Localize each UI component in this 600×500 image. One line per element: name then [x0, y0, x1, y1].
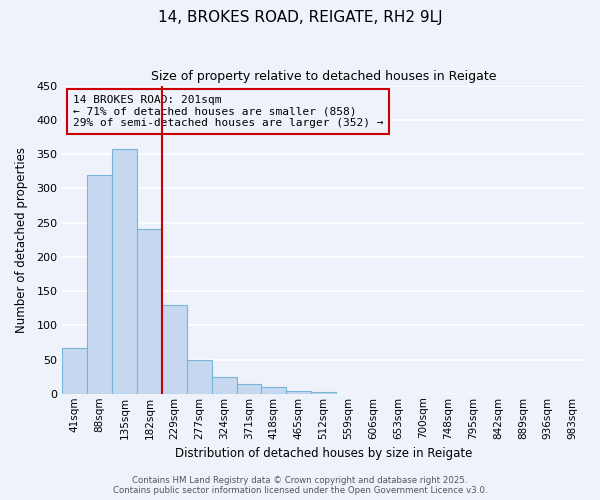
Bar — [87, 174, 112, 394]
Bar — [162, 304, 187, 394]
X-axis label: Distribution of detached houses by size in Reigate: Distribution of detached houses by size … — [175, 447, 472, 460]
Bar — [187, 360, 212, 394]
Bar — [236, 384, 262, 394]
Bar — [262, 387, 286, 394]
Title: Size of property relative to detached houses in Reigate: Size of property relative to detached ho… — [151, 70, 496, 83]
Text: 14, BROKES ROAD, REIGATE, RH2 9LJ: 14, BROKES ROAD, REIGATE, RH2 9LJ — [158, 10, 442, 25]
Bar — [311, 392, 336, 394]
Text: 14 BROKES ROAD: 201sqm
← 71% of detached houses are smaller (858)
29% of semi-de: 14 BROKES ROAD: 201sqm ← 71% of detached… — [73, 95, 383, 128]
Bar — [137, 228, 162, 394]
Y-axis label: Number of detached properties: Number of detached properties — [15, 146, 28, 332]
Bar — [112, 148, 137, 394]
Bar — [62, 348, 87, 394]
Text: Contains HM Land Registry data © Crown copyright and database right 2025.
Contai: Contains HM Land Registry data © Crown c… — [113, 476, 487, 495]
Bar — [212, 376, 236, 394]
Bar — [286, 391, 311, 394]
